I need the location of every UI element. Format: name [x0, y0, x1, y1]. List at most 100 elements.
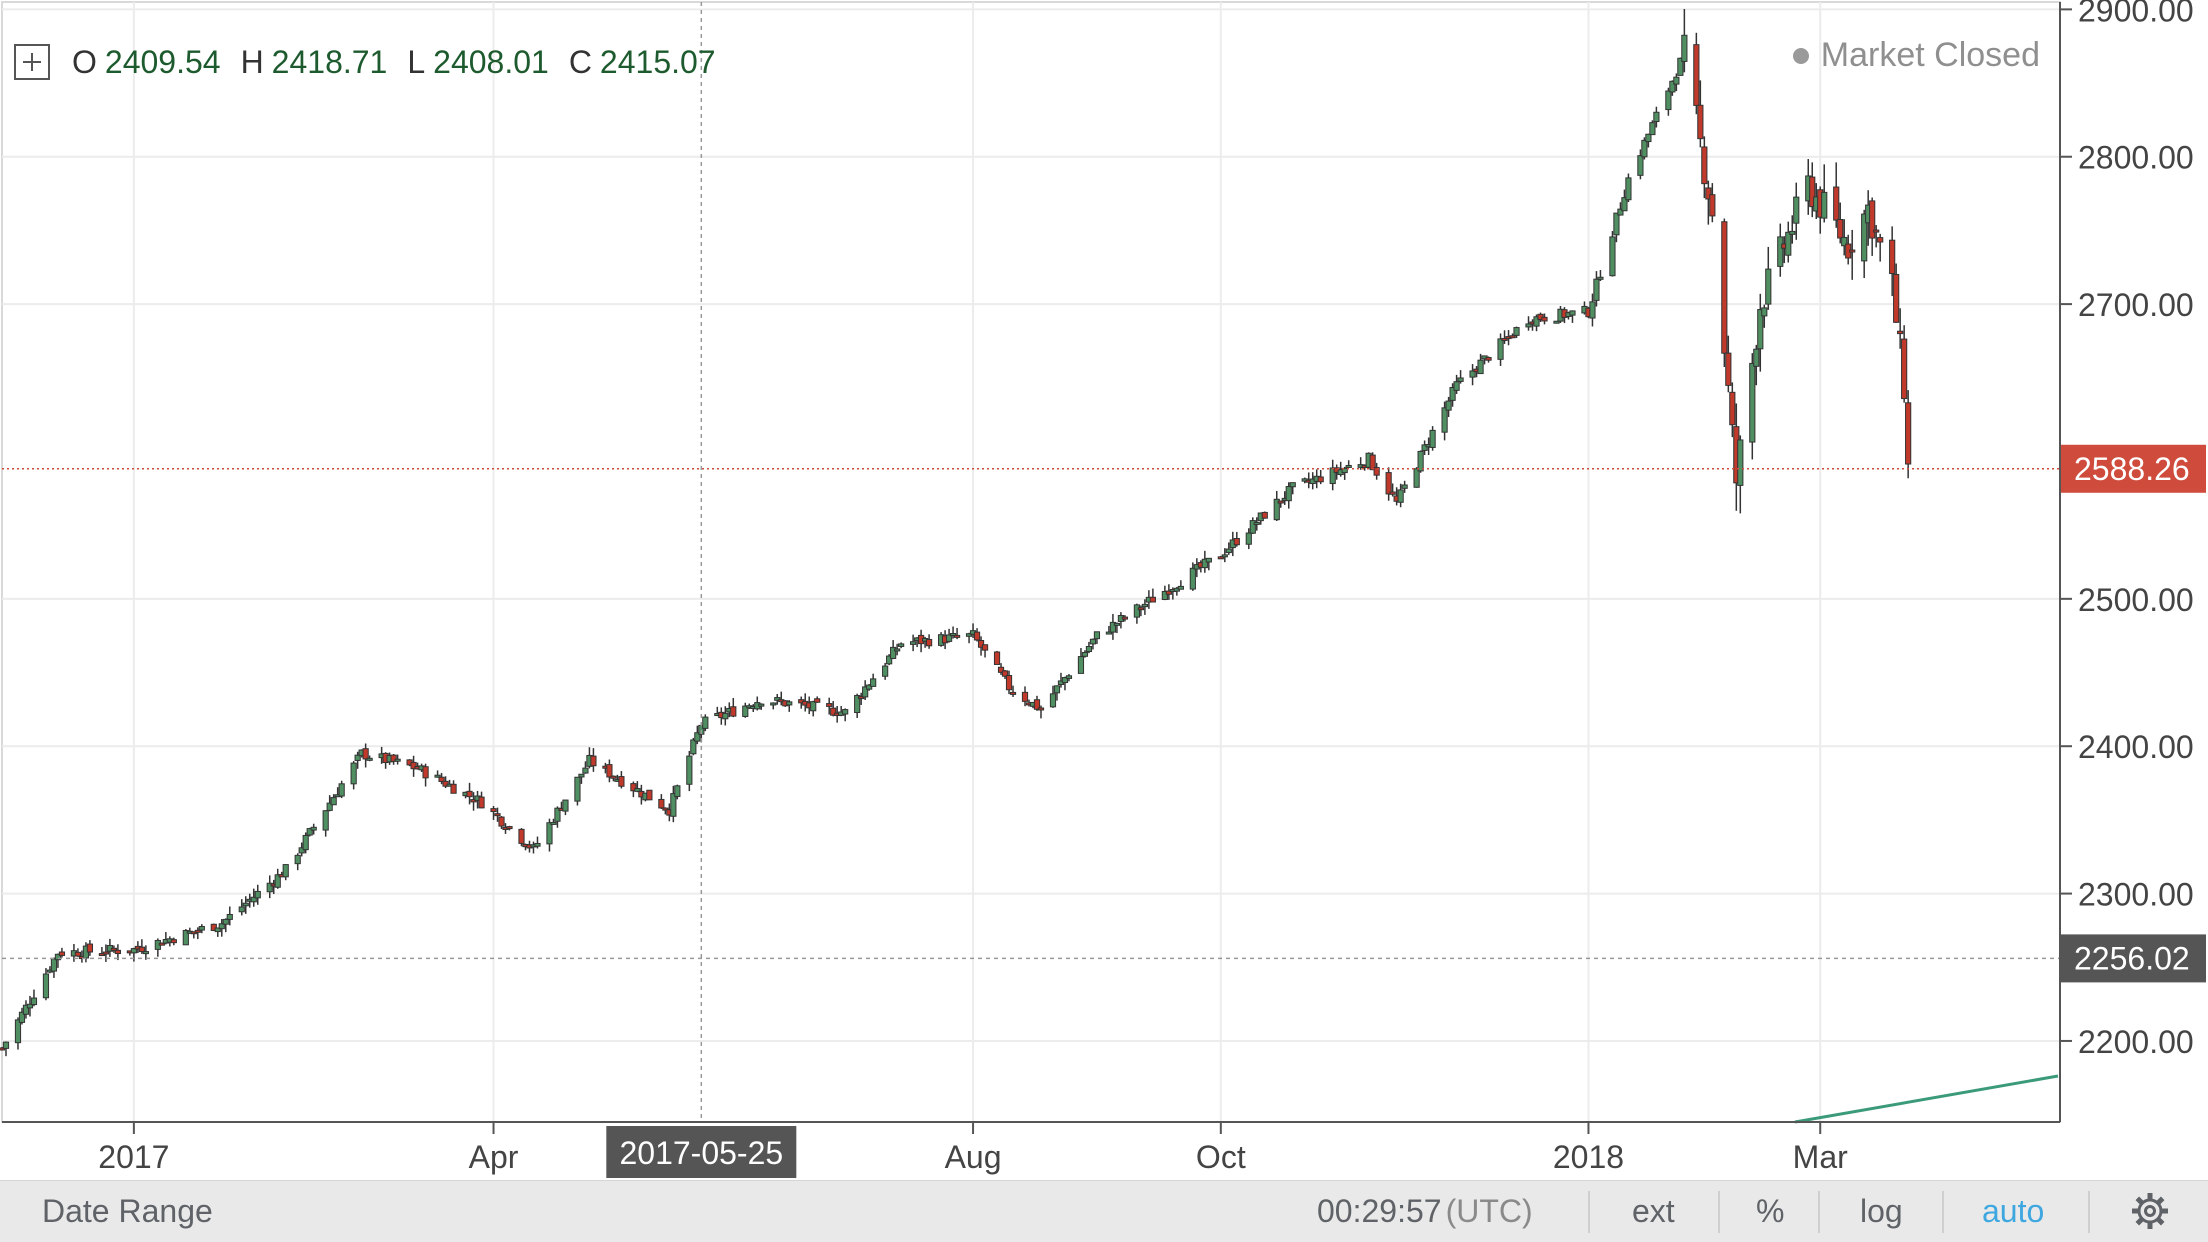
candle-up [690, 739, 697, 755]
candle-up [1613, 212, 1620, 236]
candle-up [250, 896, 257, 903]
candle-up [886, 655, 893, 665]
candle-up [562, 799, 569, 812]
candle-up [238, 906, 245, 913]
candle-down [1901, 338, 1908, 400]
candle-up [1049, 693, 1057, 708]
auto-toggle[interactable]: auto [1982, 1193, 2045, 1229]
candle-down [830, 707, 837, 716]
candle-up [1133, 604, 1140, 618]
candle-up [1221, 554, 1228, 558]
candle-up [1765, 268, 1772, 305]
candle-down [1373, 467, 1380, 476]
candle-down [1693, 44, 1700, 106]
candle-up [1249, 520, 1256, 534]
candle-down [981, 644, 989, 651]
grid-layer [1, 1, 2061, 1123]
candle-up [1641, 139, 1648, 158]
candle-up [330, 797, 337, 806]
candle-down [1217, 556, 1224, 560]
candle-up [434, 774, 441, 778]
candle-up [1245, 532, 1252, 545]
candle-up [694, 732, 701, 742]
candle-down [1721, 221, 1728, 354]
ohlc-low: L 2408.01 [407, 43, 549, 80]
axis-layer: 2200.00 2300.00 2400.00 2500.00 2700.00 2800.… [2, 0, 2194, 1175]
toggle-legend-icon[interactable] [14, 44, 50, 80]
y-tick-label: 2900.00 [2078, 0, 2194, 28]
candle-up [1525, 323, 1532, 328]
candle-up [1273, 498, 1280, 521]
bottom-toolbar: Date Range 00:29:57 (UTC) ext % log auto [0, 1180, 2208, 1242]
candle-down [1725, 352, 1732, 386]
percent-toggle[interactable]: % [1756, 1193, 1785, 1229]
candle-down [58, 951, 66, 956]
candle-up [1345, 464, 1352, 468]
candle-up [1177, 585, 1184, 590]
candle-up [1569, 310, 1576, 316]
candle-up [1749, 362, 1756, 443]
ohlc-open: O 2409.54 [72, 43, 221, 80]
candle-up [1821, 191, 1828, 219]
candle-down [1385, 472, 1392, 495]
candle-up [870, 678, 877, 687]
candle-up [546, 822, 553, 845]
candle-up [1113, 622, 1121, 626]
candle-down [466, 790, 473, 798]
candle-up [854, 694, 861, 714]
candle-up [1665, 90, 1672, 111]
candle-up [1513, 327, 1520, 336]
candle-up [130, 948, 137, 954]
candle-down [590, 755, 597, 767]
candle-up [534, 842, 541, 847]
candle-up [266, 882, 273, 893]
candle-up [14, 1019, 22, 1044]
candle-down [1001, 670, 1009, 677]
candle-down [997, 666, 1005, 673]
candle-up [1649, 122, 1656, 136]
candle-down [1897, 330, 1904, 335]
candle-up [1477, 359, 1484, 375]
candle-up [1453, 381, 1460, 391]
candle-down [98, 953, 106, 957]
candle-up [1861, 213, 1868, 262]
candle-up [198, 926, 205, 931]
clock[interactable]: 00:29:57 (UTC) [1317, 1193, 1533, 1230]
status-dot-icon [1792, 47, 1809, 64]
candle-up [686, 755, 693, 785]
ohlc-high: H 2418.71 [240, 43, 388, 80]
candle-up [898, 643, 905, 647]
log-toggle[interactable]: log [1860, 1193, 1903, 1229]
candle-up [758, 703, 765, 707]
candle-up [670, 793, 677, 817]
candle-down [102, 951, 109, 955]
candle-up [1777, 236, 1784, 267]
candle-up [882, 665, 889, 677]
overlay-layer: 2588.26 2256.02 2017-05-25 [2, 2, 2206, 1178]
candle-up [18, 1011, 26, 1023]
candle-down [1877, 237, 1884, 243]
candle-up [1617, 208, 1624, 216]
candle-up [30, 997, 38, 1006]
candle-up [1761, 307, 1768, 317]
candle-down [410, 761, 417, 770]
candle-up [274, 874, 281, 888]
candle-down [953, 634, 961, 638]
candle-up [42, 973, 50, 999]
candle-up [1285, 486, 1292, 502]
divider [1818, 1191, 1820, 1233]
x-tick-label: Oct [1196, 1139, 1246, 1175]
last-price-label: 2588.26 [2074, 451, 2190, 487]
candle-down [506, 826, 513, 830]
candle-up [1469, 370, 1476, 378]
candle-up [1737, 439, 1744, 486]
indicator-line [1794, 1074, 2059, 1124]
candle-up [1841, 236, 1848, 247]
date-range-button[interactable]: Date Range [42, 1193, 213, 1229]
candle-layer [0, 8, 1912, 1057]
candle-down [1697, 104, 1704, 140]
ext-toggle[interactable]: ext [1632, 1193, 1675, 1229]
candle-up [674, 785, 681, 797]
settings-gear-icon[interactable] [2130, 1191, 2170, 1231]
